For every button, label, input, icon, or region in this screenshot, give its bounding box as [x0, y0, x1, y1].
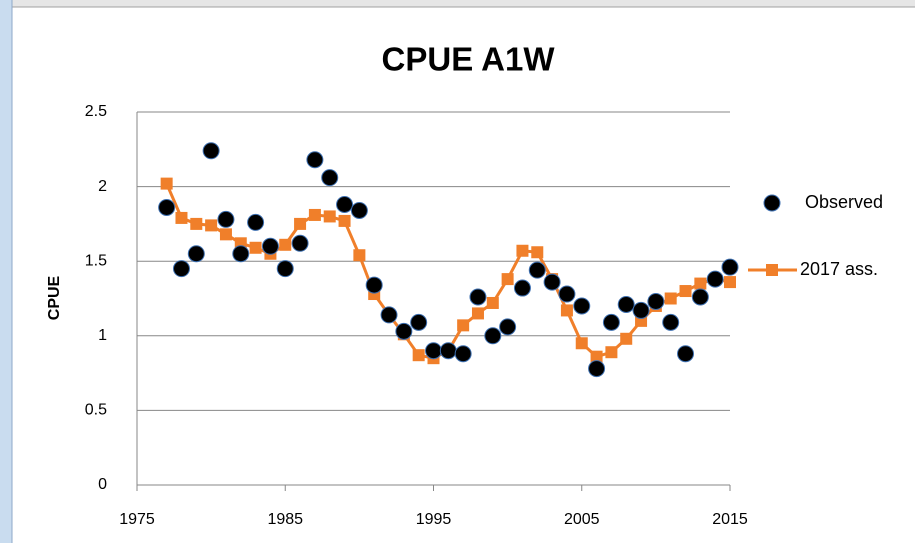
line-marker: [353, 249, 366, 262]
data-point: [261, 237, 279, 255]
data-point: [306, 151, 324, 169]
data-point: [573, 297, 591, 315]
line-marker: [590, 350, 603, 363]
x-tick-label: 2005: [564, 511, 600, 528]
data-point: [632, 301, 650, 319]
line-marker: [620, 332, 633, 345]
line-marker: [249, 241, 262, 254]
data-point: [291, 234, 309, 252]
legend-label: Observed: [805, 192, 883, 212]
data-point: [365, 276, 383, 294]
data-point: [187, 245, 205, 263]
data-point: [588, 360, 606, 378]
line-marker: [605, 346, 618, 359]
y-tick-label: 2: [98, 178, 107, 195]
left-strip: [0, 0, 12, 543]
data-point: [172, 260, 190, 278]
data-point: [617, 295, 635, 313]
data-point: [484, 327, 502, 345]
line-marker: [338, 214, 351, 227]
data-point: [350, 201, 368, 219]
data-point: [543, 273, 561, 291]
line-marker: [190, 217, 203, 230]
legend: Observed 2017 ass.: [748, 192, 883, 279]
data-point: [602, 313, 620, 331]
line-marker: [219, 228, 232, 241]
line-marker: [724, 276, 736, 289]
y-tick-label: 1: [98, 327, 107, 344]
data-point: [439, 342, 457, 360]
data-point: [247, 213, 265, 231]
data-point: [380, 306, 398, 324]
data-point: [662, 313, 680, 331]
marks: [158, 142, 739, 378]
line-marker: [516, 244, 529, 257]
data-point: [202, 142, 220, 160]
legend-marker: [766, 264, 778, 276]
line-marker: [323, 210, 336, 223]
line-marker: [412, 349, 425, 362]
data-point: [454, 345, 472, 363]
data-point: [706, 270, 724, 288]
line-marker: [308, 208, 321, 221]
data-point: [321, 169, 339, 187]
line-marker: [560, 304, 573, 317]
line-marker: [664, 292, 677, 305]
y-tick-label: 0.5: [85, 402, 107, 419]
data-point: [677, 345, 695, 363]
line-marker: [471, 307, 484, 320]
data-point: [410, 313, 428, 331]
line-marker: [679, 285, 692, 298]
x-tick-label: 1995: [416, 511, 452, 528]
line-marker: [575, 337, 588, 350]
data-point: [217, 210, 235, 228]
data-point: [691, 288, 709, 306]
line-marker: [294, 217, 307, 230]
top-bar: [0, 0, 915, 7]
data-point: [721, 258, 739, 276]
axes: 0 0.5 1 1.5 2 2.5 1975 1985 1995 2005 2015: [85, 103, 748, 528]
data-point: [395, 322, 413, 340]
y-tick-label: 2.5: [85, 103, 107, 120]
line-marker: [501, 273, 514, 286]
data-point: [513, 279, 531, 297]
line-marker: [279, 238, 292, 251]
x-tick-label: 1975: [119, 511, 155, 528]
line-marker: [531, 246, 544, 259]
data-point: [558, 285, 576, 303]
data-point: [336, 196, 354, 214]
x-tick-label: 1985: [267, 511, 303, 528]
chart-title: CPUE A1W: [382, 41, 556, 78]
line-marker: [205, 219, 218, 232]
data-point: [469, 288, 487, 306]
data-point: [499, 318, 517, 336]
data-point: [158, 198, 176, 216]
y-tick-label: 0: [98, 476, 107, 493]
line-marker: [486, 296, 499, 309]
legend-label: 2017 ass.: [800, 259, 878, 279]
legend-marker: [763, 194, 781, 212]
data-point: [647, 292, 665, 310]
x-tick-label: 2015: [712, 511, 748, 528]
data-point: [425, 342, 442, 360]
line-marker: [160, 177, 173, 190]
line-marker: [175, 211, 188, 224]
line-marker: [694, 277, 707, 290]
line-marker: [457, 319, 470, 332]
data-point: [528, 261, 546, 279]
data-point: [232, 245, 250, 263]
y-tick-label: 1.5: [85, 252, 107, 269]
y-axis-label: CPUE: [46, 275, 63, 320]
data-point: [276, 260, 294, 278]
